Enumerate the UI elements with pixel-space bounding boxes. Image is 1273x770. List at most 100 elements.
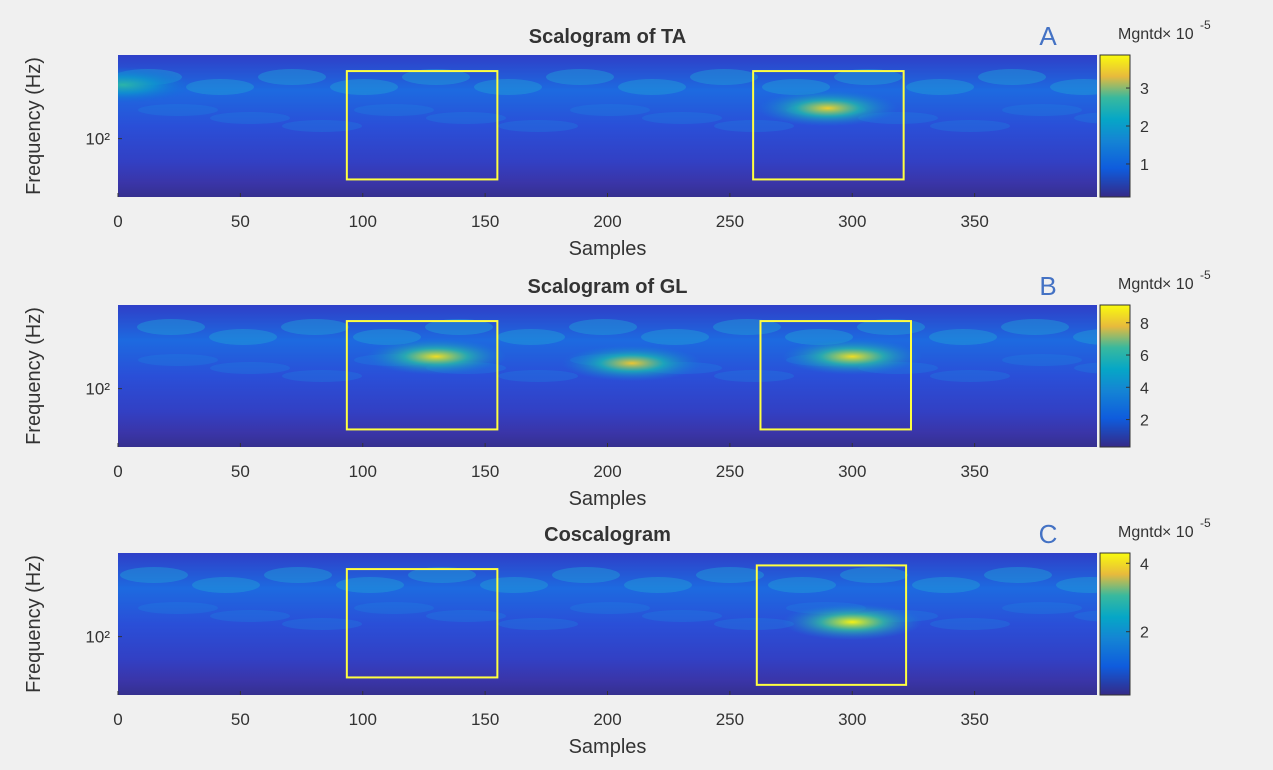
texture: [209, 329, 277, 345]
texture: [930, 120, 1010, 132]
x-tick-label: 350: [960, 212, 988, 231]
y-tick-label: 10²: [85, 628, 110, 647]
y-tick-label: 10²: [85, 130, 110, 149]
colorbar-tick-label: 2: [1140, 625, 1149, 642]
texture: [192, 577, 260, 593]
colorbar-tick-label: 2: [1140, 413, 1149, 430]
x-tick-label: 350: [960, 462, 988, 481]
texture: [546, 69, 614, 85]
x-tick-label: 250: [716, 710, 744, 729]
texture: [480, 577, 548, 593]
texture: [282, 120, 362, 132]
texture: [1002, 104, 1082, 116]
texture: [618, 79, 686, 95]
hotspot: [562, 345, 702, 381]
x-tick-label: 100: [349, 710, 377, 729]
texture: [569, 319, 637, 335]
texture: [696, 567, 764, 583]
colorbar-tick-label: 2: [1140, 119, 1149, 136]
heatmap: [53, 55, 1154, 197]
texture: [474, 79, 542, 95]
panel-label: C: [1039, 519, 1058, 549]
texture: [120, 567, 188, 583]
panel-label: A: [1039, 21, 1057, 51]
x-tick-label: 150: [471, 462, 499, 481]
texture: [929, 329, 997, 345]
texture: [1001, 319, 1069, 335]
texture: [426, 112, 506, 124]
x-tick-label: 50: [231, 462, 250, 481]
x-tick-label: 200: [593, 710, 621, 729]
texture: [426, 610, 506, 622]
colorbar-tick-label: 6: [1140, 348, 1149, 365]
x-tick-label: 100: [349, 462, 377, 481]
texture: [978, 69, 1046, 85]
texture: [282, 370, 362, 382]
texture: [714, 370, 794, 382]
hotspot: [758, 90, 898, 126]
x-tick-label: 50: [231, 710, 250, 729]
hotspot: [782, 604, 922, 640]
texture: [137, 319, 205, 335]
hotspot: [782, 339, 922, 375]
texture: [264, 567, 332, 583]
texture: [641, 329, 709, 345]
texture: [210, 112, 290, 124]
x-tick-label: 300: [838, 462, 866, 481]
x-tick-label: 100: [349, 212, 377, 231]
texture: [906, 79, 974, 95]
colorbar: [1100, 305, 1130, 447]
x-tick-label: 200: [593, 212, 621, 231]
x-axis-label: Samples: [569, 488, 647, 510]
texture: [714, 618, 794, 630]
texture: [281, 319, 349, 335]
chart-title: Coscalogram: [544, 524, 671, 546]
chart-title: Scalogram of GL: [527, 276, 687, 298]
colorbar: [1100, 55, 1130, 197]
colorbar-tick-label: 4: [1140, 380, 1149, 397]
y-axis-label: Frequency (Hz): [23, 555, 45, 693]
texture: [690, 69, 758, 85]
texture: [984, 567, 1052, 583]
texture: [330, 79, 398, 95]
colorbar-label: Mgntd: [1118, 26, 1162, 43]
x-tick-label: 250: [716, 212, 744, 231]
texture: [138, 602, 218, 614]
x-axis-label: Samples: [569, 238, 647, 260]
texture: [497, 329, 565, 345]
x-tick-label: 300: [838, 212, 866, 231]
y-axis-label: Frequency (Hz): [23, 57, 45, 195]
x-tick-label: 250: [716, 462, 744, 481]
texture: [624, 577, 692, 593]
texture: [1002, 354, 1082, 366]
texture: [570, 602, 650, 614]
panel-label: B: [1039, 271, 1056, 301]
texture: [552, 567, 620, 583]
texture: [1002, 602, 1082, 614]
heatmap: [118, 553, 1154, 695]
colorbar: [1100, 553, 1130, 695]
heatmap: [118, 305, 1154, 447]
hotspot: [366, 339, 506, 375]
texture: [498, 120, 578, 132]
colorbar-scale: × 10: [1162, 276, 1194, 293]
x-tick-label: 150: [471, 710, 499, 729]
x-tick-label: 0: [113, 462, 122, 481]
x-tick-label: 50: [231, 212, 250, 231]
texture: [258, 69, 326, 85]
texture: [138, 104, 218, 116]
y-tick-label: 10²: [85, 380, 110, 399]
x-tick-label: 0: [113, 212, 122, 231]
x-tick-label: 350: [960, 710, 988, 729]
colorbar-scale: × 10: [1162, 524, 1194, 541]
colorbar-label: Mgntd: [1118, 276, 1162, 293]
texture: [354, 602, 434, 614]
colorbar-tick-label: 1: [1140, 157, 1149, 174]
x-tick-label: 0: [113, 710, 122, 729]
texture: [138, 354, 218, 366]
texture: [210, 362, 290, 374]
texture: [186, 79, 254, 95]
colorbar-scale: × 10: [1162, 26, 1194, 43]
colorbar-exponent: -5: [1200, 18, 1211, 32]
x-tick-label: 300: [838, 710, 866, 729]
